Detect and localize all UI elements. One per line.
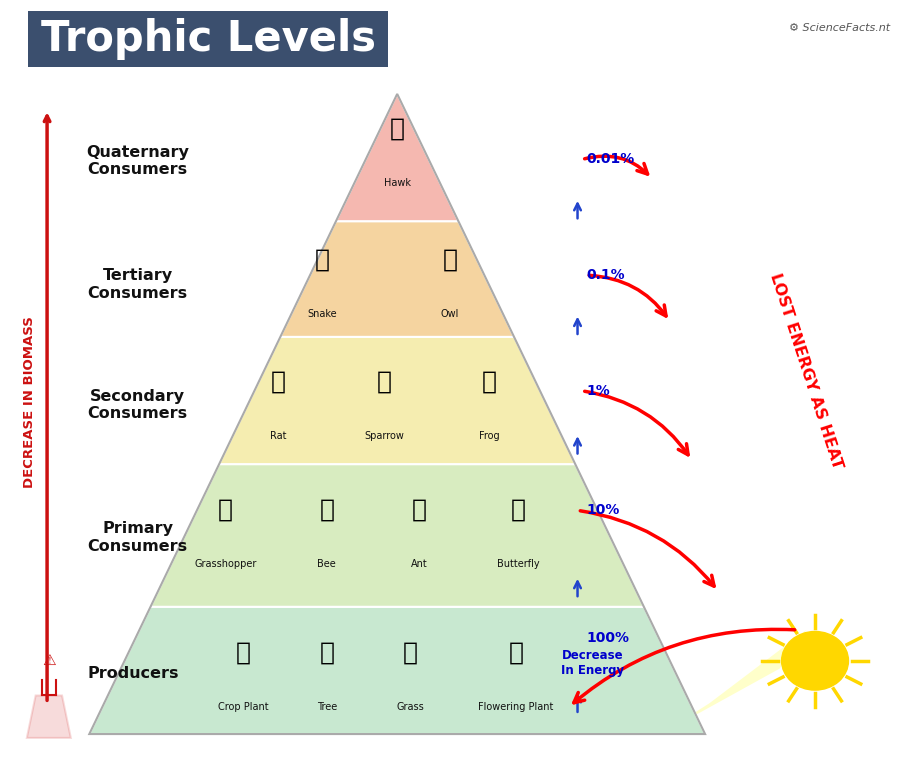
- Text: Ant: Ant: [410, 560, 428, 570]
- Text: 🦅: 🦅: [390, 116, 405, 140]
- Text: 🐝: 🐝: [320, 498, 334, 522]
- Text: Flowering Plant: Flowering Plant: [478, 702, 554, 712]
- Text: 🌿: 🌿: [403, 641, 418, 665]
- Polygon shape: [27, 696, 71, 738]
- FancyArrowPatch shape: [585, 392, 688, 455]
- Text: Bee: Bee: [318, 560, 337, 570]
- Text: DECREASE IN BIOMASS: DECREASE IN BIOMASS: [23, 317, 36, 488]
- Text: Quaternary
Consumers: Quaternary Consumers: [86, 145, 189, 177]
- Text: 🌾: 🌾: [236, 641, 251, 665]
- Text: 🐍: 🐍: [315, 248, 330, 272]
- Text: 0.01%: 0.01%: [586, 152, 634, 166]
- Text: 0.1%: 0.1%: [586, 268, 625, 283]
- Text: Primary
Consumers: Primary Consumers: [87, 521, 188, 553]
- Text: 🐜: 🐜: [411, 498, 427, 522]
- Text: Sparrow: Sparrow: [364, 430, 404, 440]
- Polygon shape: [280, 221, 514, 337]
- Text: Tree: Tree: [317, 702, 337, 712]
- Text: Frog: Frog: [479, 430, 500, 440]
- FancyArrowPatch shape: [585, 156, 648, 174]
- Polygon shape: [89, 607, 705, 734]
- Circle shape: [781, 632, 849, 690]
- Text: 🦉: 🦉: [443, 248, 457, 272]
- Polygon shape: [150, 464, 644, 607]
- Polygon shape: [219, 337, 575, 464]
- Text: ⚠: ⚠: [42, 653, 56, 668]
- Text: ⚙ ScienceFacts.nt: ⚙ ScienceFacts.nt: [788, 23, 890, 33]
- Text: 🦋: 🦋: [511, 498, 526, 522]
- Text: Producers: Producers: [87, 666, 179, 681]
- Text: 🐸: 🐸: [482, 369, 497, 393]
- Polygon shape: [336, 94, 458, 221]
- Text: 🦷: 🦷: [218, 498, 233, 522]
- Text: Grass: Grass: [397, 702, 424, 712]
- Text: LOST ENERGY AS HEAT: LOST ENERGY AS HEAT: [768, 272, 845, 471]
- Text: Owl: Owl: [441, 309, 459, 319]
- Text: 1%: 1%: [586, 384, 610, 398]
- FancyArrowPatch shape: [574, 629, 795, 703]
- Text: 100%: 100%: [586, 631, 629, 645]
- Text: Decrease
In Energy: Decrease In Energy: [561, 649, 624, 677]
- Text: Tertiary
Consumers: Tertiary Consumers: [87, 269, 188, 300]
- FancyArrowPatch shape: [590, 276, 666, 316]
- Text: Rat: Rat: [270, 430, 287, 440]
- Text: Hawk: Hawk: [383, 177, 410, 187]
- Text: 10%: 10%: [586, 503, 620, 517]
- Text: 🐦: 🐦: [376, 369, 392, 393]
- Polygon shape: [662, 630, 806, 734]
- FancyArrowPatch shape: [580, 511, 714, 586]
- FancyBboxPatch shape: [28, 12, 389, 67]
- Text: Secondary
Consumers: Secondary Consumers: [87, 389, 188, 421]
- Text: Trophic Levels: Trophic Levels: [40, 18, 375, 60]
- Text: 🌳: 🌳: [320, 641, 334, 665]
- Text: 🌸: 🌸: [508, 641, 524, 665]
- Text: 🐀: 🐀: [271, 369, 286, 393]
- Text: Grasshopper: Grasshopper: [194, 560, 256, 570]
- Text: Crop Plant: Crop Plant: [218, 702, 268, 712]
- Text: Butterfly: Butterfly: [498, 560, 540, 570]
- Text: Snake: Snake: [308, 309, 338, 319]
